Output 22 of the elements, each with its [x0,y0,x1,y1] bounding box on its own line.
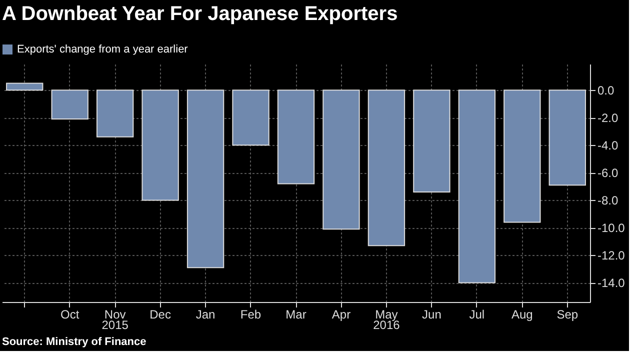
x-tick-label: Mar [286,308,306,322]
chart-title: A Downbeat Year For Japanese Exporters [2,3,398,25]
x-tick-label: May [375,308,398,322]
y-tick-label: -8.0 [598,194,619,208]
y-tick-label: 0.0 [598,84,615,98]
y-tick-label: -2.0 [598,111,619,126]
legend-label: Exports' change from a year earlier [17,44,188,56]
x-tick-label: Sep [556,308,578,322]
x-tick-label: Dec [150,308,171,322]
y-tick-label: -10.0 [598,221,626,236]
x-tick-label: Jun [422,308,442,322]
source-note: Source: Ministry of Finance [2,336,146,348]
y-tick-label: -12.0 [598,248,626,263]
x-tick-label: Aug [511,308,533,322]
y-tick-label: -6.0 [598,166,619,180]
x-tick-label: Apr [332,308,351,322]
x-tick-label: Jan [196,308,216,322]
x-tick-label: Jul [469,308,485,322]
x-tick-label: Oct [60,308,80,322]
x-tick-label: Feb [240,308,262,322]
y-tick-label: -4.0 [598,138,619,153]
y-tick-label: -14.0 [598,276,626,290]
